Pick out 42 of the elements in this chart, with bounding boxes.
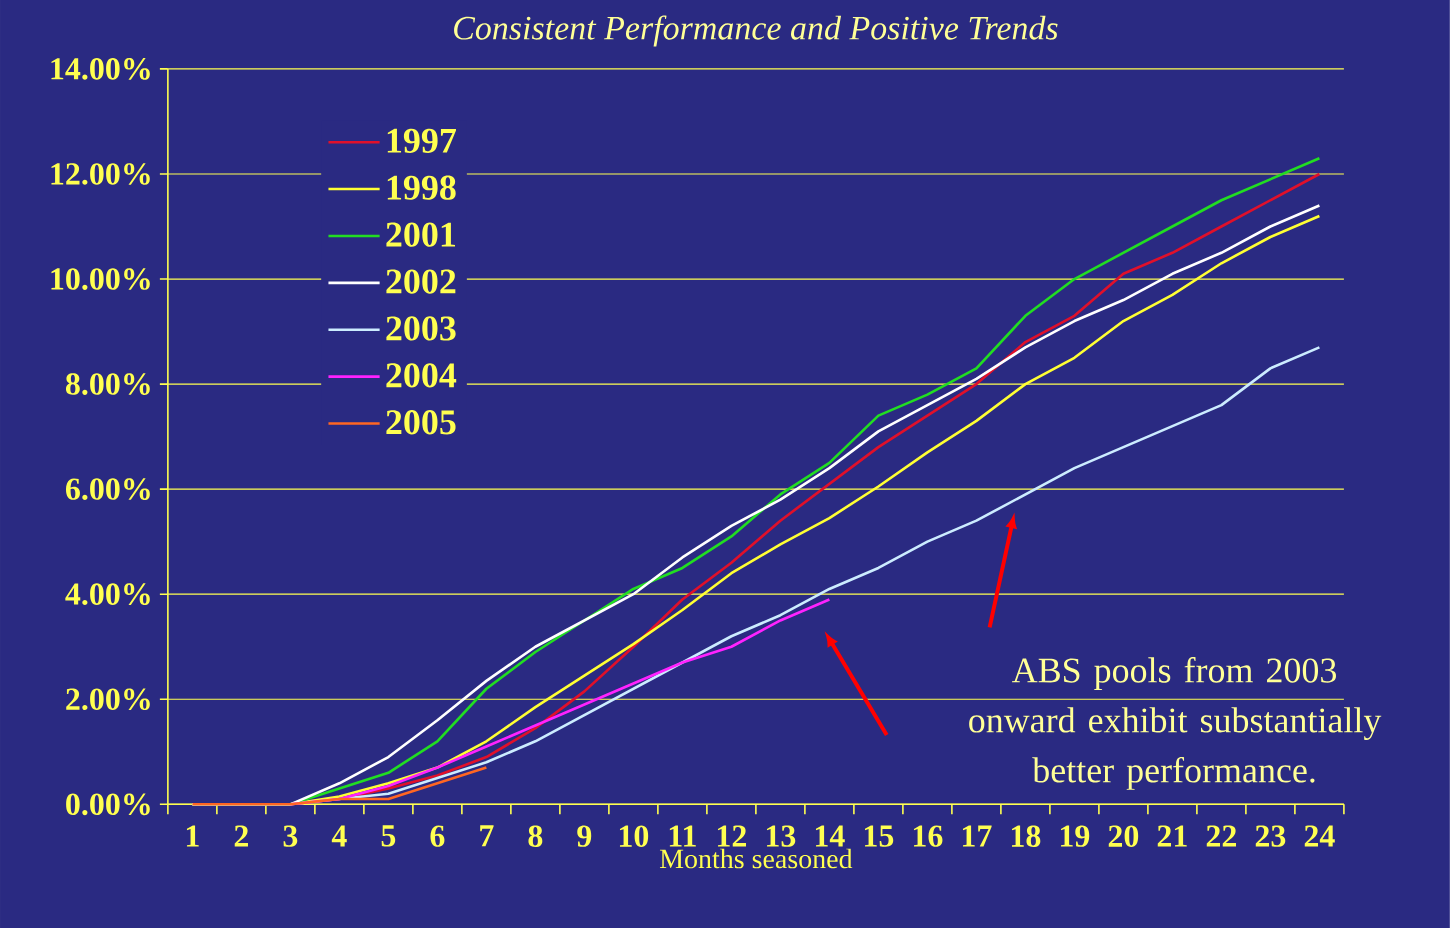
legend-label: 1998 [387, 175, 456, 200]
annotation: ABS pools from 2003 onward exhibit substantially better performance. [969, 656, 1382, 790]
x-tick-label: 11 [669, 825, 696, 847]
y-tick-label: 10.00% [51, 268, 150, 290]
y-tick-label: 6.00% [65, 478, 150, 500]
legend-label: 2003 [386, 316, 456, 341]
x-tick-label: 6 [430, 825, 445, 847]
x-tick-label: 9 [577, 825, 592, 847]
y-tick-label: 14.00% [51, 57, 150, 80]
y-tick-label: 0.00% [66, 793, 150, 816]
chart-title: Consistent Performance and Positive Trends [454, 15, 1058, 47]
y-tick-label: 8.00% [65, 373, 150, 395]
y-tick-label: 2.00% [66, 688, 150, 710]
x-tick-label: 10 [619, 825, 649, 847]
x-tick-label: 21 [1157, 825, 1187, 847]
x-tick-label: 20 [1108, 825, 1139, 847]
x-tick-label: 12 [717, 825, 746, 847]
x-tick-label: 23 [1255, 825, 1286, 847]
x-axis-title: Months seasoned [659, 848, 853, 869]
x-tick-label: 22 [1206, 825, 1237, 847]
x-tick-label: 16 [913, 825, 943, 847]
x-tick-label: 3 [283, 825, 298, 847]
x-tick-label: 5 [381, 825, 396, 847]
x-tick-label: 2 [234, 825, 248, 847]
x-tick-label: 24 [1304, 825, 1335, 847]
x-tick-label: 4 [331, 825, 347, 847]
legend-label: 2001 [386, 222, 456, 247]
y-tick-label: 4.00% [65, 583, 150, 605]
x-tick-label: 14 [815, 825, 845, 847]
x-tick-label: 13 [766, 825, 796, 847]
y-tick-label: 12.00% [51, 163, 150, 185]
x-tick-label: 19 [1060, 825, 1090, 847]
x-tick-label: 18 [1011, 825, 1041, 847]
legend-label: 2002 [386, 269, 456, 294]
x-tick-label: 15 [864, 825, 894, 847]
x-tick-label: 8 [528, 825, 543, 847]
legend-label: 2004 [386, 363, 457, 388]
legend-label: 2005 [386, 410, 456, 435]
legend-label: 1997 [387, 128, 456, 153]
x-tick-label: 7 [480, 825, 494, 847]
x-tick-label: 17 [962, 825, 992, 847]
x-tick-label: 1 [186, 825, 199, 847]
